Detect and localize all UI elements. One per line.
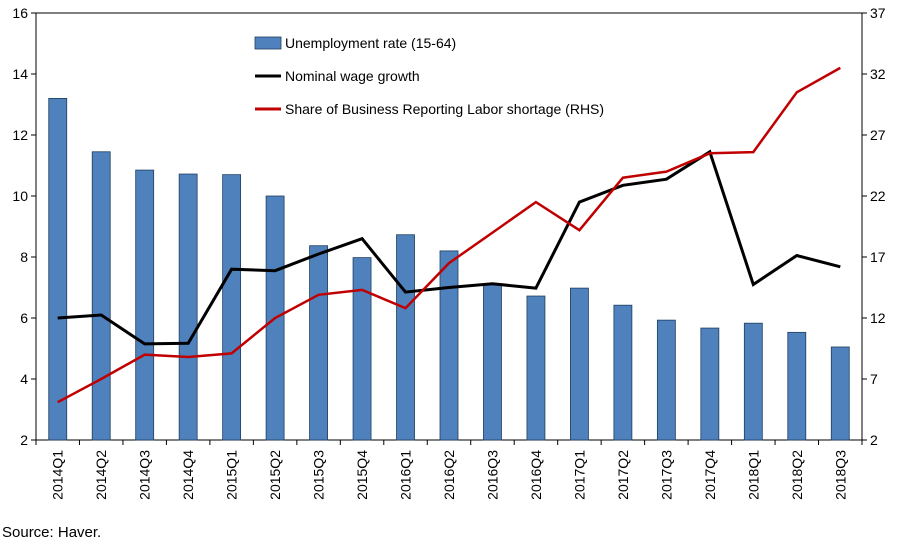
bar-unemployment-rate <box>352 257 372 441</box>
x-axis-category-label: 2017Q3 <box>658 450 674 500</box>
x-axis-category-label: 2015Q4 <box>354 450 370 500</box>
legend-label: Share of Business Reporting Labor shorta… <box>285 101 604 117</box>
x-axis-category-label: 2016Q4 <box>528 450 544 500</box>
legend-label: Nominal wage growth <box>285 68 420 84</box>
bar-unemployment-rate <box>439 250 459 441</box>
right-axis-tick-label: 17 <box>870 249 886 265</box>
left-axis-tick-label: 12 <box>12 127 28 143</box>
source-note: Source: Haver. <box>2 524 102 541</box>
left-axis-tick-label: 6 <box>20 310 28 326</box>
bar-unemployment-rate <box>309 245 328 441</box>
legend-swatch-unemployment-rate <box>254 36 282 50</box>
line-nominal-wage-growth <box>57 149 841 346</box>
x-axis-category-label: 2014Q1 <box>50 450 66 500</box>
right-axis-tick-label: 2 <box>870 432 878 448</box>
bar-unemployment-rate <box>830 346 850 441</box>
bar-unemployment-rate <box>700 327 720 441</box>
bar-unemployment-rate <box>483 284 502 441</box>
line-labor-shortage <box>57 66 841 404</box>
x-axis-category-label: 2018Q1 <box>745 450 761 500</box>
bar-unemployment-rate <box>222 174 242 441</box>
left-axis-tick-label: 4 <box>20 371 28 387</box>
x-axis-category-label: 2016Q2 <box>441 450 457 500</box>
bar-unemployment-rate <box>570 287 589 441</box>
bar-unemployment-rate <box>135 169 155 441</box>
right-axis-tick-label: 22 <box>870 188 886 204</box>
x-axis-category-label: 2015Q3 <box>311 450 327 500</box>
x-axis-category-label: 2014Q3 <box>137 450 153 500</box>
left-axis-tick-label: 16 <box>12 5 28 21</box>
bar-unemployment-rate <box>787 331 807 441</box>
bar-unemployment-rate <box>396 234 415 441</box>
left-axis-tick-label: 8 <box>20 249 28 265</box>
right-axis-tick-label: 37 <box>870 5 886 21</box>
right-axis-tick-label: 12 <box>870 310 886 326</box>
x-axis-category-label: 2017Q2 <box>615 450 631 500</box>
x-axis-category-label: 2015Q2 <box>267 450 283 500</box>
bar-unemployment-rate <box>48 98 68 441</box>
bar-unemployment-rate <box>743 322 763 441</box>
bar-unemployment-rate <box>91 151 111 441</box>
left-axis-tick-label: 2 <box>20 432 28 448</box>
x-axis-category-label: 2016Q3 <box>484 450 500 500</box>
x-axis-category-label: 2015Q1 <box>224 450 240 500</box>
bar-unemployment-rate <box>178 173 198 441</box>
x-axis-category-label: 2016Q1 <box>398 450 414 500</box>
bar-unemployment-rate <box>526 295 546 441</box>
bar-unemployment-rate <box>613 304 633 441</box>
x-axis-category-label: 2014Q2 <box>93 450 109 500</box>
bar-unemployment-rate <box>656 319 676 441</box>
legend-label: Unemployment rate (15-64) <box>285 35 456 51</box>
right-axis-tick-label: 32 <box>870 66 886 82</box>
x-axis-category-label: 2014Q4 <box>180 450 196 500</box>
left-axis-tick-label: 10 <box>12 188 28 204</box>
x-axis-category-label: 2018Q2 <box>789 450 805 500</box>
x-axis-category-label: 2017Q1 <box>571 450 587 500</box>
x-axis-category-label: 2018Q3 <box>832 450 848 500</box>
left-axis-tick-label: 14 <box>12 66 28 82</box>
x-axis-category-label: 2017Q4 <box>702 450 718 500</box>
right-axis-tick-label: 7 <box>870 371 878 387</box>
right-axis-tick-label: 27 <box>870 127 886 143</box>
